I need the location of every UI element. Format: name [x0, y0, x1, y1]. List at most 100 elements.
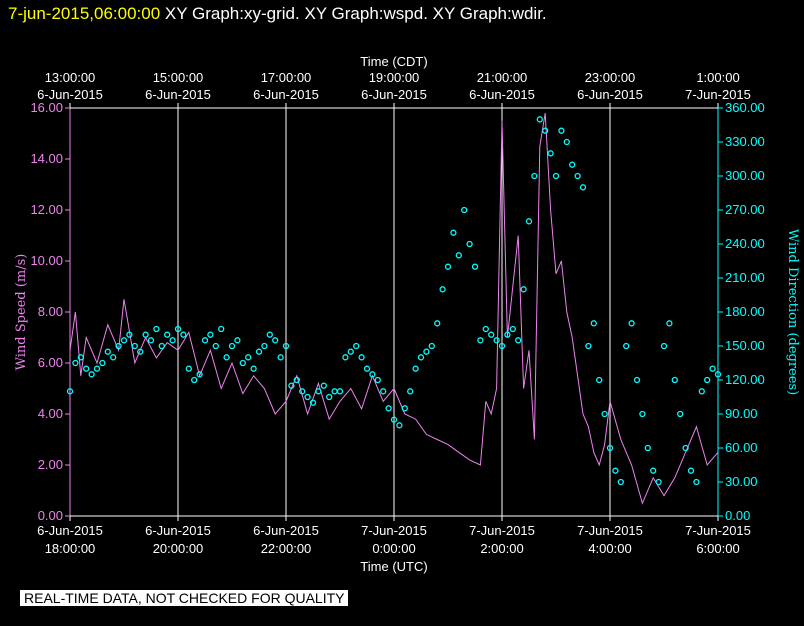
x-bottom-tick-date: 7-Jun-2015 [469, 523, 535, 538]
y-right-tick-label: 210.00 [725, 270, 765, 285]
wind-direction-point [477, 337, 484, 344]
y-right-tick-label: 300.00 [725, 168, 765, 183]
x-top-tick-date: 7-Jun-2015 [685, 87, 751, 102]
x-bottom-tick-date: 6-Jun-2015 [37, 523, 103, 538]
x-bottom-tick-time: 20:00:00 [153, 541, 204, 556]
wind-direction-point [693, 478, 700, 486]
x-bottom-tick-time: 18:00:00 [45, 541, 96, 556]
wind-direction-point [72, 359, 79, 367]
wind-direction-point [358, 354, 365, 361]
wind-direction-point [234, 337, 241, 344]
y-left-axis-title: Wind Speed (m/s) [14, 254, 29, 371]
wind-direction-point [261, 342, 268, 350]
wind-direction-point [417, 354, 425, 361]
x-top-tick-time: 21:00:00 [477, 70, 528, 85]
wind-direction-point [326, 393, 333, 401]
wind-direction-point [623, 342, 630, 350]
wind-direction-point [428, 342, 435, 350]
y-right-tick-label: 150.00 [725, 338, 765, 353]
wind-direction-point [212, 342, 219, 350]
x-bottom-tick-date: 7-Jun-2015 [577, 523, 643, 538]
x-bottom-tick-date: 7-Jun-2015 [685, 523, 751, 538]
y-right-tick-label: 180.00 [725, 304, 765, 319]
wind-direction-point [644, 444, 651, 452]
wind-direction-point [439, 286, 446, 293]
x-bottom-axis-title: Time (UTC) [360, 559, 427, 574]
wind-direction-point [228, 342, 236, 350]
x-top-axis-title: Time (CDT) [360, 54, 427, 69]
wind-direction-point [666, 320, 673, 327]
y-right-tick-label: 360.00 [725, 100, 765, 115]
wind-direction-point [579, 184, 587, 191]
y-left-tick-label: 0.00 [38, 508, 63, 523]
wind-speed-line [69, 113, 719, 505]
wind-direction-point [687, 467, 695, 474]
wind-direction-point [698, 388, 705, 395]
wind-direction-point [585, 342, 592, 350]
wind-direction-point [245, 354, 252, 361]
y-right-tick-label: 0.00 [725, 508, 750, 523]
x-bottom-tick-date: 6-Jun-2015 [145, 523, 211, 538]
wind-direction-point [633, 376, 641, 384]
wind-direction-point [709, 365, 716, 372]
wind-direction-point [509, 325, 516, 333]
wind-direction-point [115, 342, 122, 350]
wind-direction-point [498, 342, 506, 350]
x-bottom-tick-date: 7-Jun-2015 [361, 523, 427, 538]
y-right-tick-label: 240.00 [725, 236, 765, 251]
wind-direction-point [99, 359, 106, 367]
wind-direction-point [169, 337, 176, 344]
wind-direction-point [369, 371, 376, 378]
wind-direction-point [617, 478, 624, 486]
x-top-tick-date: 6-Jun-2015 [253, 87, 319, 102]
x-top-tick-time: 19:00:00 [369, 70, 420, 85]
wind-direction-point [601, 410, 608, 418]
wind-direction-point [164, 331, 171, 338]
wind-direction-point [380, 388, 387, 395]
wind-direction-point [120, 337, 128, 344]
wind-direction-point [77, 354, 84, 361]
wind-direction-point [293, 376, 300, 384]
wind-direction-point [563, 138, 570, 146]
wind-direction-point [612, 467, 619, 474]
y-right-tick-label: 270.00 [725, 202, 765, 217]
wind-direction-point [482, 325, 489, 333]
x-top-tick-time: 23:00:00 [585, 70, 636, 85]
y-right-tick-label: 120.00 [725, 372, 765, 387]
wind-direction-point [385, 405, 392, 412]
wind-direction-point [542, 127, 549, 134]
wind-direction-point [153, 325, 160, 333]
y-left-tick-label: 8.00 [38, 304, 63, 319]
wind-direction-point [131, 342, 138, 350]
header: 7-jun-2015,06:00:00 XY Graph:xy-grid. XY… [8, 4, 547, 24]
wind-direction-point [288, 382, 295, 389]
x-bottom-tick-time: 6:00:00 [696, 541, 739, 556]
wind-direction-point [444, 263, 452, 270]
wind-direction-point [147, 337, 155, 344]
wind-direction-point [639, 410, 646, 418]
wind-direction-point [401, 405, 408, 412]
wind-direction-point [315, 388, 322, 395]
wind-direction-point [320, 382, 327, 389]
wind-direction-point [596, 376, 603, 384]
x-bottom-tick-date: 6-Jun-2015 [253, 523, 319, 538]
wind-direction-point [547, 150, 554, 157]
x-top-tick-date: 6-Jun-2015 [361, 87, 427, 102]
wind-direction-point [660, 342, 668, 350]
wind-direction-point [628, 320, 635, 327]
wind-direction-point [196, 371, 203, 378]
y-left-tick-label: 2.00 [38, 457, 63, 472]
wind-direction-point [255, 348, 263, 355]
wind-direction-point [272, 337, 279, 344]
wind-direction-point [493, 337, 500, 344]
wind-direction-point [574, 172, 581, 180]
y-left-tick-label: 6.00 [38, 355, 63, 370]
wind-direction-point [552, 172, 560, 180]
wind-direction-point [353, 342, 360, 350]
wind-direction-point [185, 365, 192, 372]
wind-direction-point [88, 371, 95, 378]
wind-direction-point [137, 348, 144, 355]
wind-direction-point [650, 467, 657, 474]
wind-direction-point [390, 416, 398, 423]
wind-direction-point [396, 422, 403, 429]
